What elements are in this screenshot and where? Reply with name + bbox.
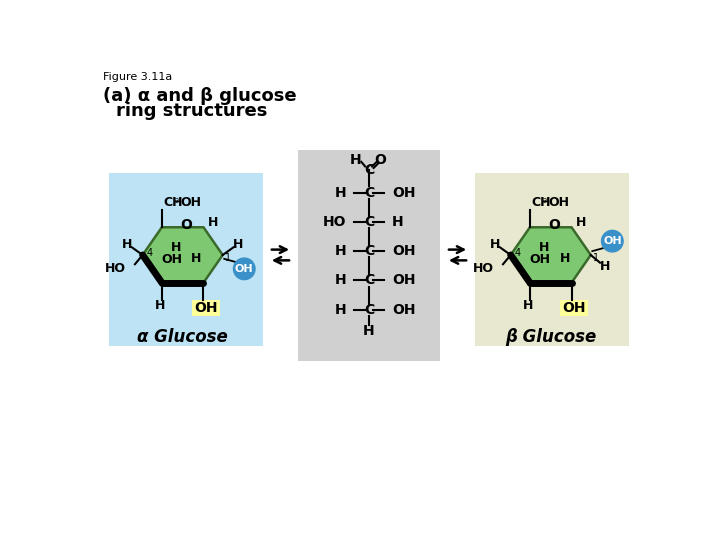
Text: $_2$: $_2$ bbox=[542, 195, 548, 206]
Text: C: C bbox=[364, 163, 374, 177]
Text: 4: 4 bbox=[146, 248, 153, 259]
Text: OH: OH bbox=[549, 196, 570, 209]
Text: H: H bbox=[334, 244, 346, 258]
Polygon shape bbox=[143, 227, 222, 283]
Text: HO: HO bbox=[323, 215, 346, 229]
FancyBboxPatch shape bbox=[298, 150, 440, 361]
Text: OH: OH bbox=[392, 186, 415, 200]
Text: OH: OH bbox=[562, 301, 585, 315]
Text: H: H bbox=[171, 241, 181, 254]
Text: H: H bbox=[523, 299, 534, 312]
Text: HO: HO bbox=[473, 262, 494, 275]
Text: Figure 3.11a: Figure 3.11a bbox=[102, 72, 172, 83]
Text: O: O bbox=[374, 153, 386, 167]
Text: C: C bbox=[364, 186, 374, 200]
Text: H: H bbox=[192, 252, 202, 265]
Text: H: H bbox=[207, 216, 218, 229]
Text: OH: OH bbox=[235, 264, 253, 274]
Text: $_2$: $_2$ bbox=[174, 195, 180, 206]
Text: OH: OH bbox=[529, 253, 550, 266]
Text: OH: OH bbox=[392, 273, 415, 287]
Text: HO: HO bbox=[104, 262, 126, 275]
Text: H: H bbox=[334, 273, 346, 287]
Text: CH: CH bbox=[531, 196, 551, 209]
Text: C: C bbox=[364, 215, 374, 229]
Text: H: H bbox=[600, 260, 610, 273]
Text: CH: CH bbox=[163, 196, 183, 209]
Text: H: H bbox=[334, 302, 346, 316]
Text: 1: 1 bbox=[225, 253, 231, 263]
Text: C: C bbox=[364, 273, 374, 287]
FancyBboxPatch shape bbox=[560, 300, 588, 316]
Text: OH: OH bbox=[603, 236, 621, 246]
Text: H: H bbox=[233, 238, 243, 251]
FancyBboxPatch shape bbox=[109, 173, 263, 346]
Text: OH: OH bbox=[180, 196, 202, 209]
Text: (a) α and β glucose: (a) α and β glucose bbox=[104, 86, 297, 105]
Text: H: H bbox=[122, 238, 132, 251]
Text: O: O bbox=[181, 218, 192, 232]
Text: ring structures: ring structures bbox=[117, 102, 268, 120]
Text: H: H bbox=[575, 216, 586, 229]
Text: α Glucose: α Glucose bbox=[138, 328, 228, 346]
Text: H: H bbox=[155, 299, 166, 312]
Text: 1: 1 bbox=[593, 253, 599, 263]
Circle shape bbox=[233, 258, 255, 280]
FancyBboxPatch shape bbox=[192, 300, 220, 316]
Text: OH: OH bbox=[161, 253, 182, 266]
Text: C: C bbox=[364, 302, 374, 316]
Text: 4: 4 bbox=[515, 248, 521, 259]
Text: H: H bbox=[559, 252, 570, 265]
Text: H: H bbox=[334, 186, 346, 200]
Text: β Glucose: β Glucose bbox=[505, 328, 596, 346]
Text: OH: OH bbox=[392, 244, 415, 258]
Text: H: H bbox=[363, 324, 375, 338]
Text: C: C bbox=[364, 244, 374, 258]
Text: OH: OH bbox=[392, 302, 415, 316]
Text: OH: OH bbox=[194, 301, 217, 315]
Text: H: H bbox=[490, 238, 500, 251]
FancyBboxPatch shape bbox=[475, 173, 629, 346]
Text: H: H bbox=[539, 241, 550, 254]
Text: H: H bbox=[349, 153, 361, 167]
Text: H: H bbox=[392, 215, 404, 229]
Circle shape bbox=[601, 231, 623, 252]
Text: O: O bbox=[549, 218, 560, 232]
Polygon shape bbox=[510, 227, 590, 283]
